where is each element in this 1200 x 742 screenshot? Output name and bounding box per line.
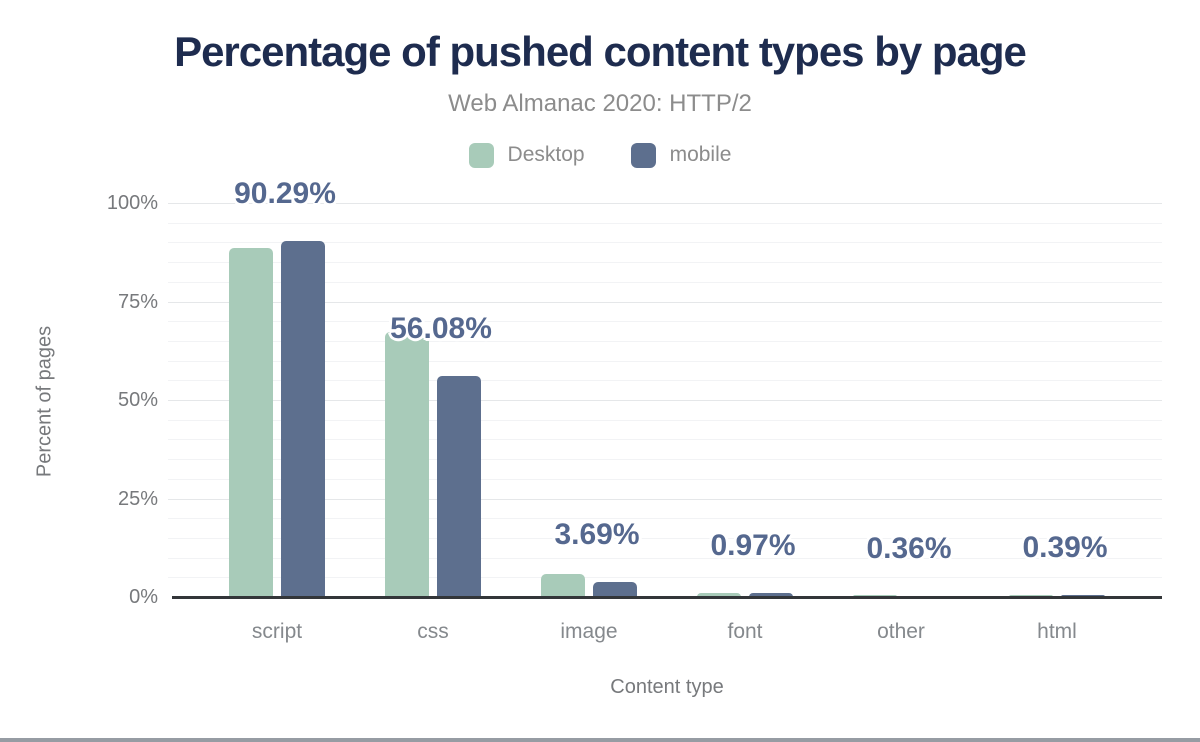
legend-swatch-desktop (468, 142, 494, 168)
gridline-minor (168, 518, 1162, 520)
bar-mobile-script[interactable] (281, 241, 325, 597)
gridline-minor (168, 281, 1162, 283)
chart-subtitle: Web Almanac 2020: HTTP/2 (448, 90, 752, 117)
legend-label: mobile (669, 143, 732, 166)
gridline-major (168, 203, 1162, 204)
gridline-minor (168, 222, 1162, 224)
x-tick-label-html: html (1037, 620, 1077, 643)
gridline-minor (168, 577, 1162, 579)
x-tick-label-other: other (877, 620, 925, 643)
legend-item-mobile[interactable]: mobile (630, 142, 732, 168)
y-tick-label: 100% (106, 192, 158, 214)
x-tick-label-font: font (727, 620, 763, 643)
bar-desktop-script[interactable] (229, 247, 273, 597)
y-tick-label: 50% (117, 389, 158, 411)
x-tick-label-css: css (417, 620, 449, 643)
x-tick-label-script: script (251, 620, 303, 643)
value-label-other: 0.36% (866, 531, 952, 565)
legend-swatch-mobile (630, 142, 656, 168)
bar-mobile-image[interactable] (593, 582, 637, 597)
gridline-minor (168, 557, 1162, 559)
chart-title: Percentage of pushed content types by pa… (174, 28, 1027, 75)
gridline-minor (168, 478, 1162, 480)
value-label-image: 3.69% (554, 518, 640, 552)
y-axis-title: Percent of pages (33, 325, 56, 478)
y-tick-label: 75% (117, 290, 158, 313)
gridline-minor (168, 459, 1162, 461)
gridline-minor (168, 360, 1162, 362)
chart-legend: Desktop mobile (0, 140, 1200, 170)
legend-item-desktop[interactable]: Desktop (468, 142, 585, 168)
y-tick-label: 25% (117, 487, 158, 510)
gridline-minor (168, 321, 1162, 323)
gridline-minor (168, 439, 1162, 441)
bar-desktop-css[interactable] (385, 331, 429, 597)
gridline-minor (168, 380, 1162, 382)
value-label-font: 0.97% (710, 529, 796, 563)
bar-mobile-css[interactable] (437, 376, 481, 597)
gridline-minor (168, 419, 1162, 421)
gridline-minor (168, 537, 1162, 539)
x-axis-title: Content type (610, 676, 724, 698)
bar-mobile-font[interactable] (749, 593, 793, 597)
gridline-minor (168, 242, 1162, 244)
gridline-major (168, 400, 1162, 401)
bar-desktop-image[interactable] (541, 573, 585, 597)
legend-label: Desktop (507, 143, 585, 166)
value-label-css: 56.08% (390, 312, 492, 346)
gridline-minor (168, 340, 1162, 342)
x-axis-line (172, 595, 1162, 599)
value-label-script: 90.29% (234, 177, 336, 211)
gridline-major (168, 498, 1162, 500)
gridline-major (168, 301, 1162, 303)
gridline-minor (168, 262, 1162, 264)
x-tick-label-image: image (560, 620, 618, 643)
y-tick-label: 0% (129, 586, 158, 608)
bar-desktop-font[interactable] (697, 592, 741, 597)
value-label-html: 0.39% (1022, 531, 1108, 565)
